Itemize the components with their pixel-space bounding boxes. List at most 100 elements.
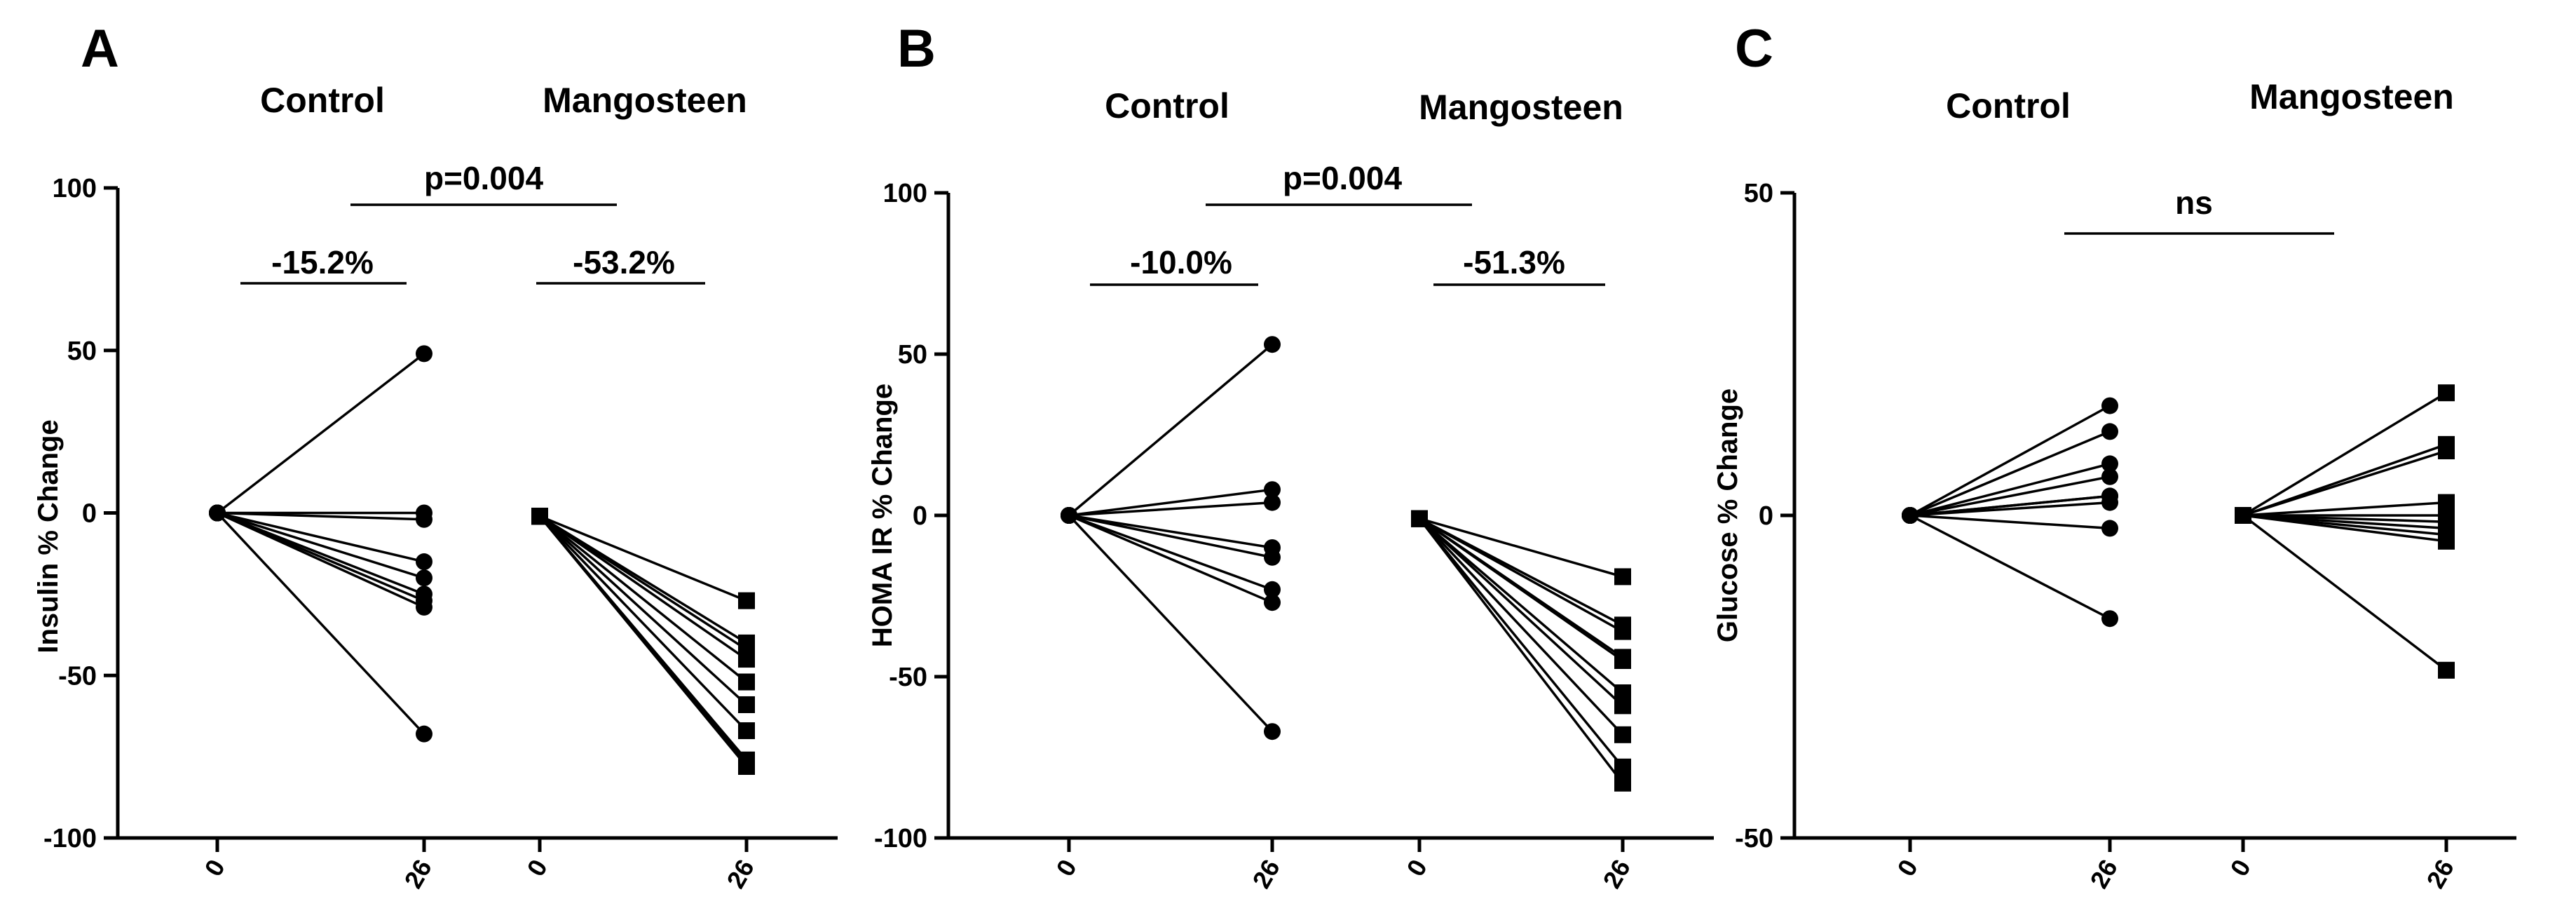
panel-c-control-end-point (2101, 610, 2118, 628)
panel-a-control-subject-line (216, 512, 425, 735)
panel-c-control-subject-line (1909, 405, 2111, 517)
panel-a-mangosteen-subject-line (539, 515, 747, 602)
panel-c-control-start-point (1902, 507, 1919, 524)
panel-b-control-annotation: -10.0% (1130, 244, 1232, 280)
panel-a-control-end-point (416, 553, 432, 571)
panel-b-mangosteen-start-point (1411, 510, 1428, 527)
panel-c-control-end-point (2101, 423, 2118, 440)
panel-b-control-end-point (1264, 494, 1281, 511)
panel-c: C Control Mangosteen Glucose % Change ns (1712, 19, 2454, 642)
panel-c-control-title: Control (1946, 86, 2071, 126)
panel-b-control-end-point (1264, 481, 1281, 499)
panel-a-overall-annotation: p=0.004 (424, 160, 543, 196)
panel-a-control-end-point (416, 598, 432, 616)
panel-a-ytick-label: -100 (43, 824, 97, 853)
panel-c-control-end-point (2101, 455, 2118, 473)
panel-a-control-subject-line (217, 511, 425, 521)
panel-b-control-subject-line (1068, 501, 1273, 517)
panel-a-mangosteen-title: Mangosteen (543, 81, 747, 120)
panel-a-mangosteen-subject-line (538, 515, 748, 706)
panel-b-control-subject-line (1068, 514, 1273, 604)
panel-b-mangosteen-subject-line (1418, 518, 1624, 768)
panel-b-ytick-label: 100 (883, 179, 927, 208)
panel-b-mangosteen-subject-line (1419, 518, 1623, 633)
panel-b: B Control Mangosteen HOMA IR % Change p=… (867, 19, 1623, 647)
panel-c-control-subject-line (1909, 514, 2111, 620)
panel-c-mangosteen-subject-line (2242, 514, 2448, 672)
panel-a-mangosteen-subject-line (538, 515, 748, 732)
panel-b-control-subject-line (1068, 514, 1273, 591)
panel-b-control-title: Control (1105, 86, 1229, 126)
panel-a-mangosteen-subject-line (538, 515, 748, 768)
panel-a-mangosteen-subject-line (538, 515, 748, 683)
panel-b-control-end-point (1264, 723, 1281, 740)
panel-c-ytick-label: -50 (1735, 824, 1773, 853)
panel-a-mangosteen-annotation: -53.2% (573, 244, 675, 280)
panel-a: A Control Mangosteen Insulin % Change p=… (33, 19, 747, 654)
panel-b-control-subject-line (1068, 514, 1273, 549)
panel-b-control-end-point (1264, 594, 1281, 611)
panel-c-control-subject-line (1909, 514, 2111, 530)
panel-c-mangosteen-title: Mangosteen (2249, 77, 2454, 116)
panel-a-control-subject-line (216, 352, 425, 514)
panel-c-control-subject-line (1909, 475, 2111, 517)
panel-a-ytick-label: 50 (67, 337, 97, 366)
panel-c-mangosteen-subject-line (2242, 501, 2447, 517)
panel-a-ytick-label: 100 (53, 174, 97, 203)
panel-a-mangosteen-end-point (738, 651, 755, 668)
panel-b-mangosteen-end-point (1614, 697, 1631, 715)
panel-b-mangosteen-subject-line (1418, 518, 1624, 694)
panel-b-control-subject-line (1068, 514, 1273, 559)
panel-a-control-subject-line (217, 511, 425, 579)
panel-b-mangosteen-title: Mangosteen (1419, 88, 1623, 127)
panel-b-control-start-point (1061, 507, 1077, 524)
panel-b-ytick-label: 0 (913, 501, 927, 531)
panel-b-mangosteen-subject-line (1418, 518, 1624, 662)
panel-a-mangosteen-end-point (738, 758, 755, 776)
panel-a-letter: A (81, 19, 119, 79)
panel-b-mangosteen-subject-line (1418, 518, 1624, 736)
panel-a-control-subject-line (217, 511, 425, 609)
panel-c-mangosteen-subject-line (2242, 449, 2447, 517)
panel-c-letter: C (1735, 19, 1773, 79)
panel-b-mangosteen-end-point (1614, 623, 1631, 640)
panel-a-control-annotation: -15.2% (271, 244, 374, 280)
panel-b-overall-annotation: p=0.004 (1283, 160, 1402, 196)
panel-b-mangosteen-subject-line (1419, 517, 1623, 579)
panel-a-mangosteen-end-point (738, 696, 755, 713)
panel-a-control-end-point (416, 510, 432, 528)
panel-b-mangosteen-end-point (1614, 758, 1631, 776)
panel-b-control-subject-line (1068, 514, 1274, 733)
panel-c-control-end-point (2101, 520, 2118, 537)
panel-a-ytick-label: 0 (82, 499, 97, 529)
panel-a-mangosteen-subject-line (539, 515, 747, 651)
panel-c-plot: 500-500 26 0 26 (1735, 179, 2516, 893)
panel-b-control-subject-line (1068, 488, 1273, 517)
panel-a-mangosteen-end-point (738, 673, 755, 691)
panel-b-control-subject-line (1068, 343, 1274, 517)
panel-c-control-subject-line (1909, 430, 2111, 517)
panel-a-mangosteen-subject-line (539, 515, 747, 661)
panel-a-control-end-point (416, 725, 432, 743)
panel-b-control-end-point (1264, 336, 1281, 353)
panel-a-mangosteen-end-point (738, 722, 755, 740)
panel-c-mangosteen-end-point (2438, 661, 2455, 679)
panel-a-ylabel: Insulin % Change (33, 419, 64, 653)
panel-b-ytick-label: -50 (889, 663, 927, 692)
panel-a-control-title: Control (260, 81, 385, 120)
panel-c-mangosteen-start-point (2235, 507, 2251, 524)
panel-b-mangosteen-end-point (1614, 726, 1631, 743)
panel-b-mangosteen-end-point (1614, 568, 1631, 586)
panel-c-control-end-point (2101, 468, 2118, 485)
panel-c-ytick-label: 50 (1744, 179, 1773, 208)
panel-c-control-end-point (2101, 397, 2118, 414)
panel-c-mangosteen-end-point (2438, 384, 2455, 402)
panel-a-mangosteen-start-point (531, 508, 548, 525)
panel-b-mangosteen-subject-line (1418, 518, 1624, 784)
panel-a-control-end-point (416, 345, 432, 363)
panel-a-control-start-point (209, 504, 226, 522)
panel-c-ytick-label: 0 (1759, 501, 1773, 531)
